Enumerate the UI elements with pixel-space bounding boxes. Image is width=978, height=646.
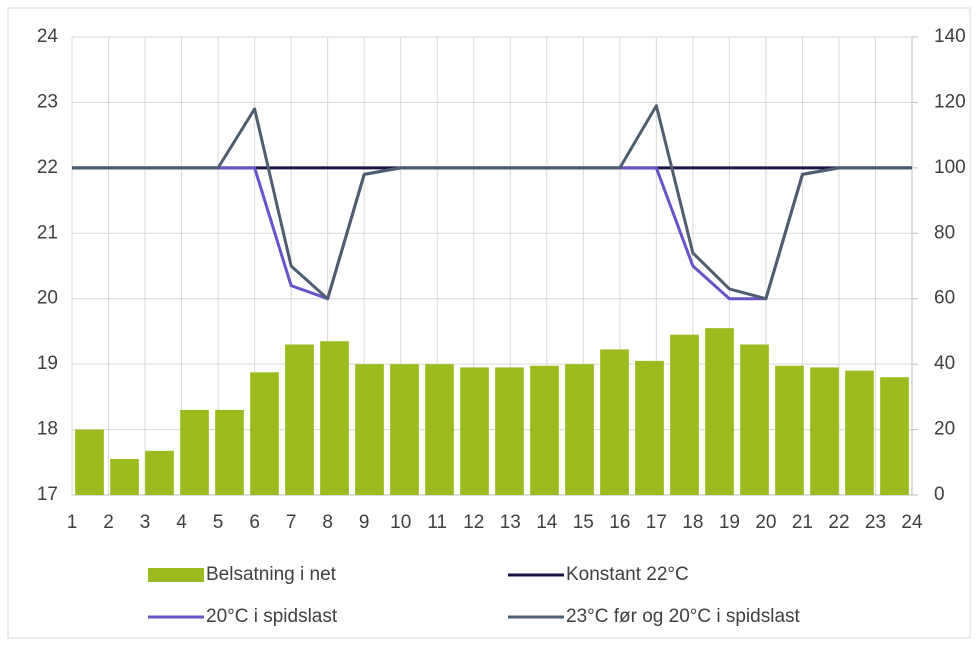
x-tick-label: 11 bbox=[427, 512, 447, 533]
x-tick-label: 1 bbox=[67, 512, 78, 533]
bar bbox=[705, 328, 734, 495]
y-tick-label: 22 bbox=[37, 157, 58, 178]
legend-label: 23°C før og 20°C i spidslast bbox=[566, 606, 801, 627]
bar bbox=[460, 367, 489, 495]
x-tick-label: 20 bbox=[755, 512, 776, 533]
bar bbox=[565, 364, 594, 495]
line bbox=[72, 104, 912, 301]
bar bbox=[635, 360, 664, 495]
x-tick-label: 14 bbox=[536, 512, 558, 533]
bar bbox=[355, 364, 384, 495]
bar bbox=[740, 344, 769, 495]
x-tick-label: 6 bbox=[249, 512, 260, 533]
bar bbox=[810, 367, 839, 495]
bar bbox=[75, 429, 104, 495]
bar bbox=[495, 367, 524, 495]
y2-tick-label: 80 bbox=[934, 222, 955, 243]
x-tick-label: 18 bbox=[682, 512, 703, 533]
x-tick-label: 2 bbox=[103, 512, 114, 533]
x-tick-label: 21 bbox=[792, 512, 813, 533]
x-tick-label: 12 bbox=[463, 512, 484, 533]
bar bbox=[530, 365, 559, 495]
y2-tick-label: 120 bbox=[934, 91, 966, 112]
x-tick-label: 8 bbox=[322, 512, 333, 533]
x-tick-label: 10 bbox=[390, 512, 411, 533]
bar bbox=[845, 370, 874, 495]
y2-tick-label: 60 bbox=[934, 288, 955, 309]
x-tick-label: 24 bbox=[901, 512, 923, 533]
bar bbox=[180, 409, 209, 495]
x-tick-label: 17 bbox=[646, 512, 667, 533]
y-tick-label: 23 bbox=[37, 91, 58, 112]
y-tick-label: 18 bbox=[37, 419, 58, 440]
bar bbox=[775, 365, 804, 495]
bar bbox=[600, 349, 629, 495]
x-tick-label: 15 bbox=[573, 512, 594, 533]
x-tick-label: 22 bbox=[828, 512, 849, 533]
y-tick-label: 17 bbox=[37, 484, 58, 505]
y2-tick-label: 40 bbox=[934, 353, 955, 374]
y2-tick-label: 100 bbox=[934, 157, 966, 178]
legend-swatch bbox=[148, 568, 204, 582]
y-tick-label: 20 bbox=[37, 288, 58, 309]
x-tick-label: 19 bbox=[719, 512, 740, 533]
x-tick-label: 13 bbox=[500, 512, 521, 533]
bar bbox=[110, 459, 139, 495]
x-tick-label: 23 bbox=[865, 512, 886, 533]
bar bbox=[145, 450, 174, 495]
x-tick-label: 7 bbox=[286, 512, 297, 533]
bar bbox=[215, 409, 244, 495]
bar bbox=[390, 364, 419, 495]
bar bbox=[670, 334, 699, 495]
bar bbox=[320, 341, 349, 495]
legend-label: 20°C i spidslast bbox=[206, 606, 338, 627]
y2-tick-label: 20 bbox=[934, 419, 955, 440]
x-tick-label: 16 bbox=[609, 512, 630, 533]
y-tick-label: 19 bbox=[37, 353, 58, 374]
x-tick-label: 4 bbox=[176, 512, 187, 533]
chart-border bbox=[7, 7, 971, 639]
legend-label: Konstant 22°C bbox=[566, 564, 689, 585]
y-tick-label: 24 bbox=[37, 26, 59, 47]
y-tick-label: 21 bbox=[37, 222, 58, 243]
y2-tick-label: 0 bbox=[934, 484, 945, 505]
bar bbox=[880, 377, 909, 495]
bar bbox=[285, 344, 314, 495]
x-tick-label: 3 bbox=[140, 512, 151, 533]
y2-tick-label: 140 bbox=[934, 26, 966, 47]
x-tick-label: 5 bbox=[213, 512, 224, 533]
bar bbox=[425, 364, 454, 495]
x-tick-label: 9 bbox=[359, 512, 370, 533]
bar bbox=[250, 372, 279, 495]
legend-label: Belsatning i net bbox=[206, 564, 337, 585]
